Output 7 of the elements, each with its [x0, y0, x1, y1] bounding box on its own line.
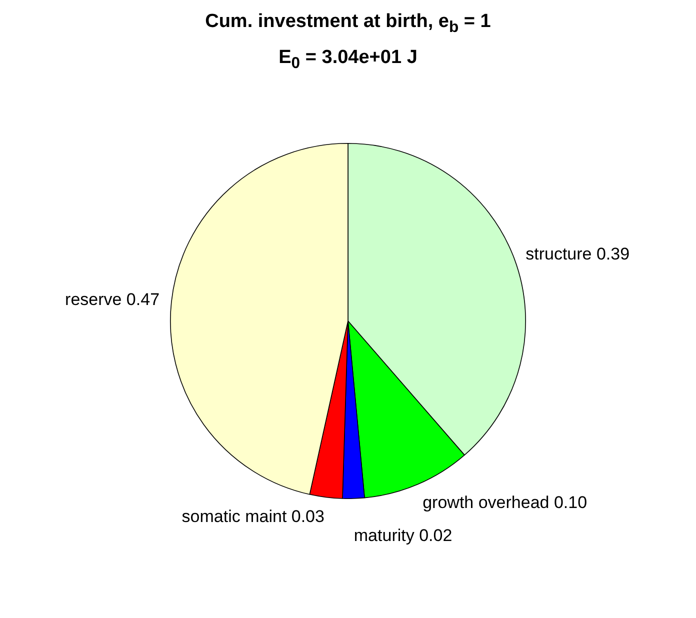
slice-label: maturity 0.02 — [354, 526, 452, 545]
slice-label: structure 0.39 — [526, 244, 630, 263]
slice-label: reserve 0.47 — [65, 290, 160, 309]
chart-title: Cum. investment at birth, e$_{b}$ = 1 — [204, 10, 492, 38]
chart-subtitle: E$_{0}$ = 3.04e+01 J — [278, 46, 418, 74]
slice-label: growth overhead 0.10 — [422, 492, 588, 512]
slice-label: somatic maint 0.03 — [182, 506, 324, 526]
